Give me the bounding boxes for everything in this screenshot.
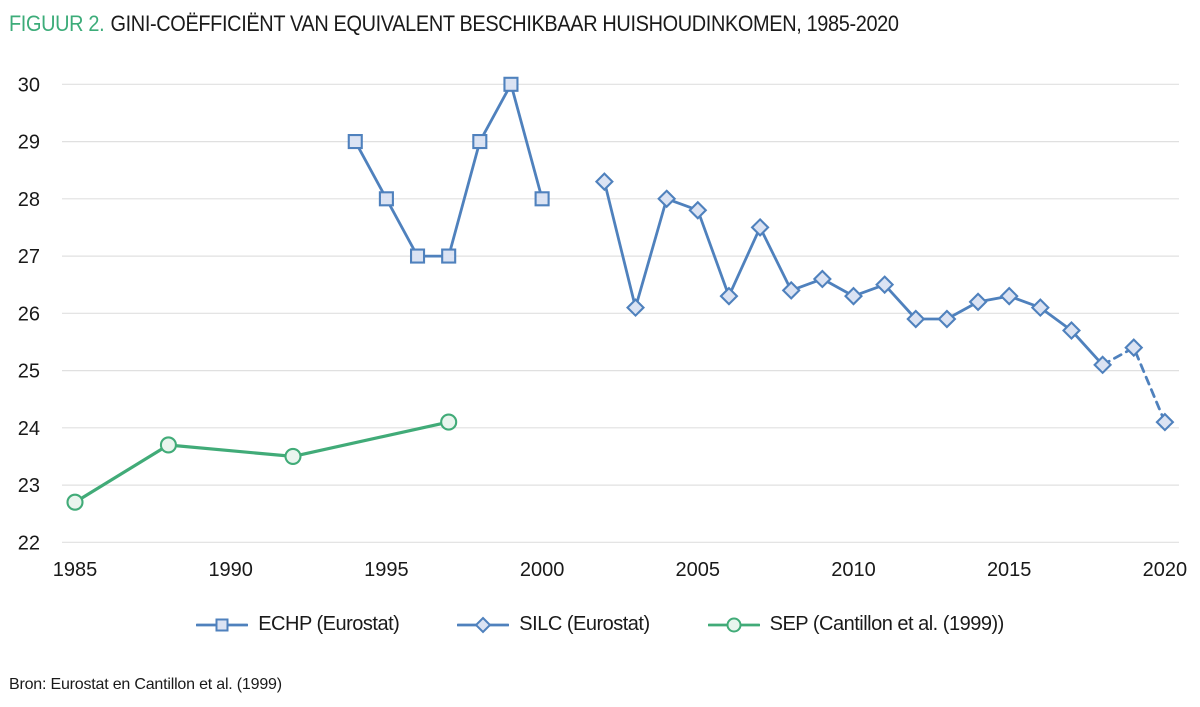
square-marker <box>409 248 426 264</box>
diamond-marker <box>688 200 708 220</box>
diamond-marker <box>937 309 957 329</box>
x-tick-label: 2010 <box>831 559 876 581</box>
diamond-marker <box>812 269 832 289</box>
gridlines <box>62 83 1179 543</box>
x-tick-label: 2015 <box>987 559 1032 581</box>
diamond-marker <box>1030 298 1050 318</box>
diamond-marker <box>1155 412 1175 432</box>
circle-marker <box>440 413 458 431</box>
diamond-marker <box>626 298 646 318</box>
square-marker <box>215 618 229 631</box>
y-tick-label: 30 <box>18 74 40 96</box>
circle-marker <box>726 617 742 632</box>
y-tick-label: 25 <box>18 361 40 383</box>
x-tick-label: 1985 <box>53 559 98 581</box>
diamond-marker <box>1124 338 1144 358</box>
diamond-marker <box>1061 320 1081 340</box>
y-tick-label: 27 <box>18 246 40 268</box>
diamond-marker <box>750 217 770 237</box>
sep-legend-marker <box>707 617 760 632</box>
series-sep <box>66 413 458 511</box>
circle-marker <box>66 493 84 511</box>
circle-marker <box>159 436 177 454</box>
x-axis-labels: 1985 1990 1995 2000 2005 2010 2015 2020 <box>53 559 1187 581</box>
figure-label: FIGUUR 2. <box>9 11 105 36</box>
series-silc <box>594 172 1175 432</box>
square-marker <box>441 248 457 264</box>
square-marker <box>378 191 394 207</box>
echp-legend-marker <box>196 618 249 631</box>
legend-item-sep: SEP (Cantillon et al. (1999)) <box>707 613 1005 636</box>
diamond-marker <box>719 286 739 306</box>
silc-legend-marker <box>457 616 510 633</box>
x-tick-label: 2000 <box>520 559 565 581</box>
diamond-marker <box>875 275 895 295</box>
x-tick-label: 2020 <box>1143 559 1188 581</box>
legend-item-echp: ECHP (Eurostat) <box>196 613 400 636</box>
y-axis-labels: 22 23 24 25 26 27 28 29 30 <box>18 74 40 554</box>
legend-label-silc: SILC (Eurostat) <box>519 613 650 635</box>
x-tick-label: 2005 <box>676 559 721 581</box>
diamond-marker <box>844 286 863 306</box>
square-marker <box>503 76 519 92</box>
diamond-marker <box>1093 355 1113 375</box>
y-tick-label: 28 <box>18 189 40 211</box>
figure-title: FIGUUR 2. GINI-COËFFICIËNT VAN EQUIVALENT… <box>9 11 899 37</box>
x-tick-label: 1995 <box>364 559 409 581</box>
diamond-marker <box>999 286 1019 306</box>
square-marker <box>472 134 488 150</box>
legend-label-echp: ECHP (Eurostat) <box>258 613 400 635</box>
square-marker <box>534 191 550 207</box>
diamond-marker <box>657 189 677 209</box>
diamond-marker <box>906 309 926 329</box>
square-marker <box>347 134 363 150</box>
legend-label-sep: SEP (Cantillon et al. (1999)) <box>769 613 1005 635</box>
diamond-marker <box>474 616 492 633</box>
diamond-marker <box>968 292 988 312</box>
y-tick-label: 24 <box>18 418 40 440</box>
chart-legend: ECHP (Eurostat) SILC (Eurostat) SEP (Can… <box>0 613 1200 636</box>
y-tick-label: 22 <box>18 532 40 554</box>
circle-marker <box>284 447 302 465</box>
diamond-marker <box>781 280 801 300</box>
x-tick-label: 1990 <box>208 559 253 581</box>
figure-title-text: GINI-COËFFICIËNT VAN EQUIVALENT BESCHIKB… <box>110 11 899 36</box>
diamond-marker <box>594 172 614 192</box>
source-note: Bron: Eurostat en Cantillon et al. (1999… <box>9 676 282 693</box>
gini-line-chart: 22 23 24 25 26 27 28 29 30 1985 1990 1995 2000 2005 20… <box>18 74 1187 581</box>
y-tick-label: 29 <box>18 132 40 154</box>
legend-item-silc: SILC (Eurostat) <box>457 613 650 636</box>
y-tick-label: 26 <box>18 303 40 325</box>
series-echp <box>347 76 550 264</box>
y-tick-label: 23 <box>18 475 40 497</box>
dashed-segment <box>1101 345 1167 424</box>
